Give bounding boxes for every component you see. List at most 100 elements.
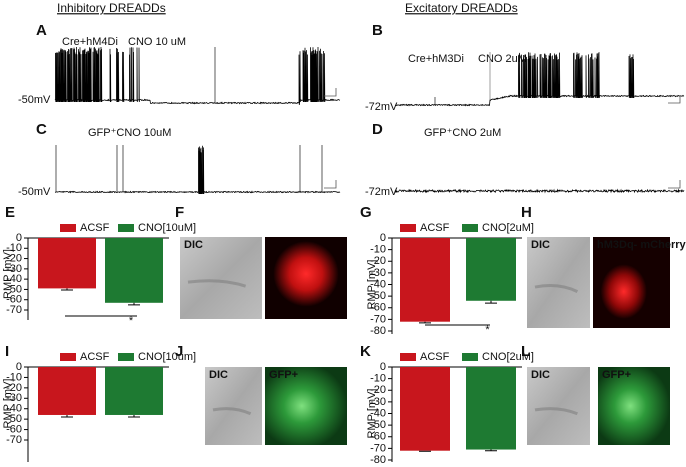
image-label: GFP+ (269, 369, 298, 381)
panel-letter: F (175, 204, 184, 221)
y-tick-label: -50 (6, 413, 22, 425)
bar (466, 238, 516, 301)
trace-label: Cre+hM4Di (62, 36, 118, 48)
panel-letter: D (372, 121, 383, 138)
error-bar (128, 302, 140, 306)
y-tick-label: -30 (6, 263, 22, 275)
panel-letter: C (36, 121, 47, 138)
micrograph (527, 367, 590, 445)
y-tick-label: -10 (6, 371, 22, 383)
micrograph (205, 367, 262, 445)
micrograph (265, 367, 347, 445)
y-axis-label: RMP [mV] (366, 389, 378, 439)
bar (105, 238, 163, 303)
y-tick-label: 0 (16, 232, 22, 244)
image-label: hM3Dq- mCherry (597, 239, 686, 251)
legend-swatch (118, 353, 134, 361)
legend-swatch (462, 353, 478, 361)
y-axis-label: RMP [mV] (2, 249, 14, 299)
legend-label: CNO[2uM] (482, 351, 534, 363)
pipette (187, 279, 247, 288)
y-axis-label: RMP [mV] (366, 260, 378, 310)
legend-label: ACSF (80, 222, 110, 234)
header: Inhibitory DREADDs (57, 1, 166, 15)
y-tick-label: -10 (370, 373, 386, 385)
panel-letter: L (521, 343, 530, 360)
significance-mark: * (485, 324, 490, 336)
legend-swatch (60, 353, 76, 361)
micrograph (180, 237, 262, 319)
y-tick-label: -20 (370, 384, 386, 396)
legend-label: ACSF (420, 351, 450, 363)
micrograph (593, 237, 670, 328)
trace (394, 52, 685, 107)
y-tick-label: -30 (370, 267, 386, 279)
y-tick-label: -20 (6, 382, 22, 394)
trace-label: Cre+hM3Di (408, 53, 464, 65)
bar (400, 367, 450, 451)
micrograph (265, 237, 347, 319)
error-bar (61, 288, 73, 291)
legend-swatch (400, 224, 416, 232)
image-label: DIC (531, 239, 550, 251)
panel-letter: B (372, 22, 383, 39)
y-tick-label: -80 (370, 325, 386, 337)
y-tick-label: -30 (6, 392, 22, 404)
y-tick-label: 0 (380, 232, 386, 244)
y-tick-label: -60 (6, 294, 22, 306)
baseline-label: -50mV (18, 186, 51, 198)
error-bar (485, 449, 497, 452)
legend-label: CNO[10uM] (138, 222, 196, 234)
panel-letter: K (360, 343, 371, 360)
legend-label: ACSF (420, 222, 450, 234)
y-tick-label: -10 (6, 242, 22, 254)
y-axis-label: RMP [mV] (2, 379, 14, 429)
image-label: DIC (184, 239, 203, 251)
legend-swatch (400, 353, 416, 361)
y-tick-label: -50 (370, 419, 386, 431)
panel-letter: I (5, 343, 9, 360)
y-tick-label: -40 (370, 278, 386, 290)
y-tick-label: -60 (370, 302, 386, 314)
trace (394, 188, 685, 194)
legend-label: CNO[10um] (138, 351, 196, 363)
significance-mark: * (129, 315, 134, 327)
y-tick-label: -40 (370, 407, 386, 419)
bar (466, 367, 516, 450)
pipette (534, 284, 579, 293)
error-bar (419, 450, 431, 452)
y-tick-label: -70 (6, 304, 22, 316)
y-tick-label: -80 (370, 454, 386, 466)
trace (54, 47, 341, 106)
pipette (212, 407, 252, 416)
panel-letter: G (360, 204, 372, 221)
micrograph (527, 237, 590, 328)
y-tick-label: -40 (6, 273, 22, 285)
y-tick-label: -60 (370, 431, 386, 443)
y-tick-label: -10 (370, 244, 386, 256)
y-tick-label: -30 (370, 396, 386, 408)
scale-bar (668, 95, 681, 104)
panel-letter: A (36, 22, 47, 39)
image-label: GFP+ (602, 369, 631, 381)
bar (38, 238, 96, 289)
trace-label: CNO 10 uM (128, 36, 186, 48)
y-tick-label: -40 (6, 403, 22, 415)
micrograph (598, 367, 670, 445)
scale-bar (324, 180, 337, 189)
trace (54, 145, 341, 195)
scale-bar (668, 180, 681, 189)
error-bar (485, 300, 497, 304)
y-tick-label: 0 (16, 361, 22, 373)
baseline-label: -72mV (365, 101, 398, 113)
error-bar (61, 414, 73, 418)
bar (105, 367, 163, 415)
y-tick-label: -50 (6, 283, 22, 295)
y-tick-label: -20 (6, 252, 22, 264)
legend-label: ACSF (80, 351, 110, 363)
legend-swatch (118, 224, 134, 232)
header: Excitatory DREADDs (405, 1, 518, 15)
legend-label: CNO[2uM] (482, 222, 534, 234)
